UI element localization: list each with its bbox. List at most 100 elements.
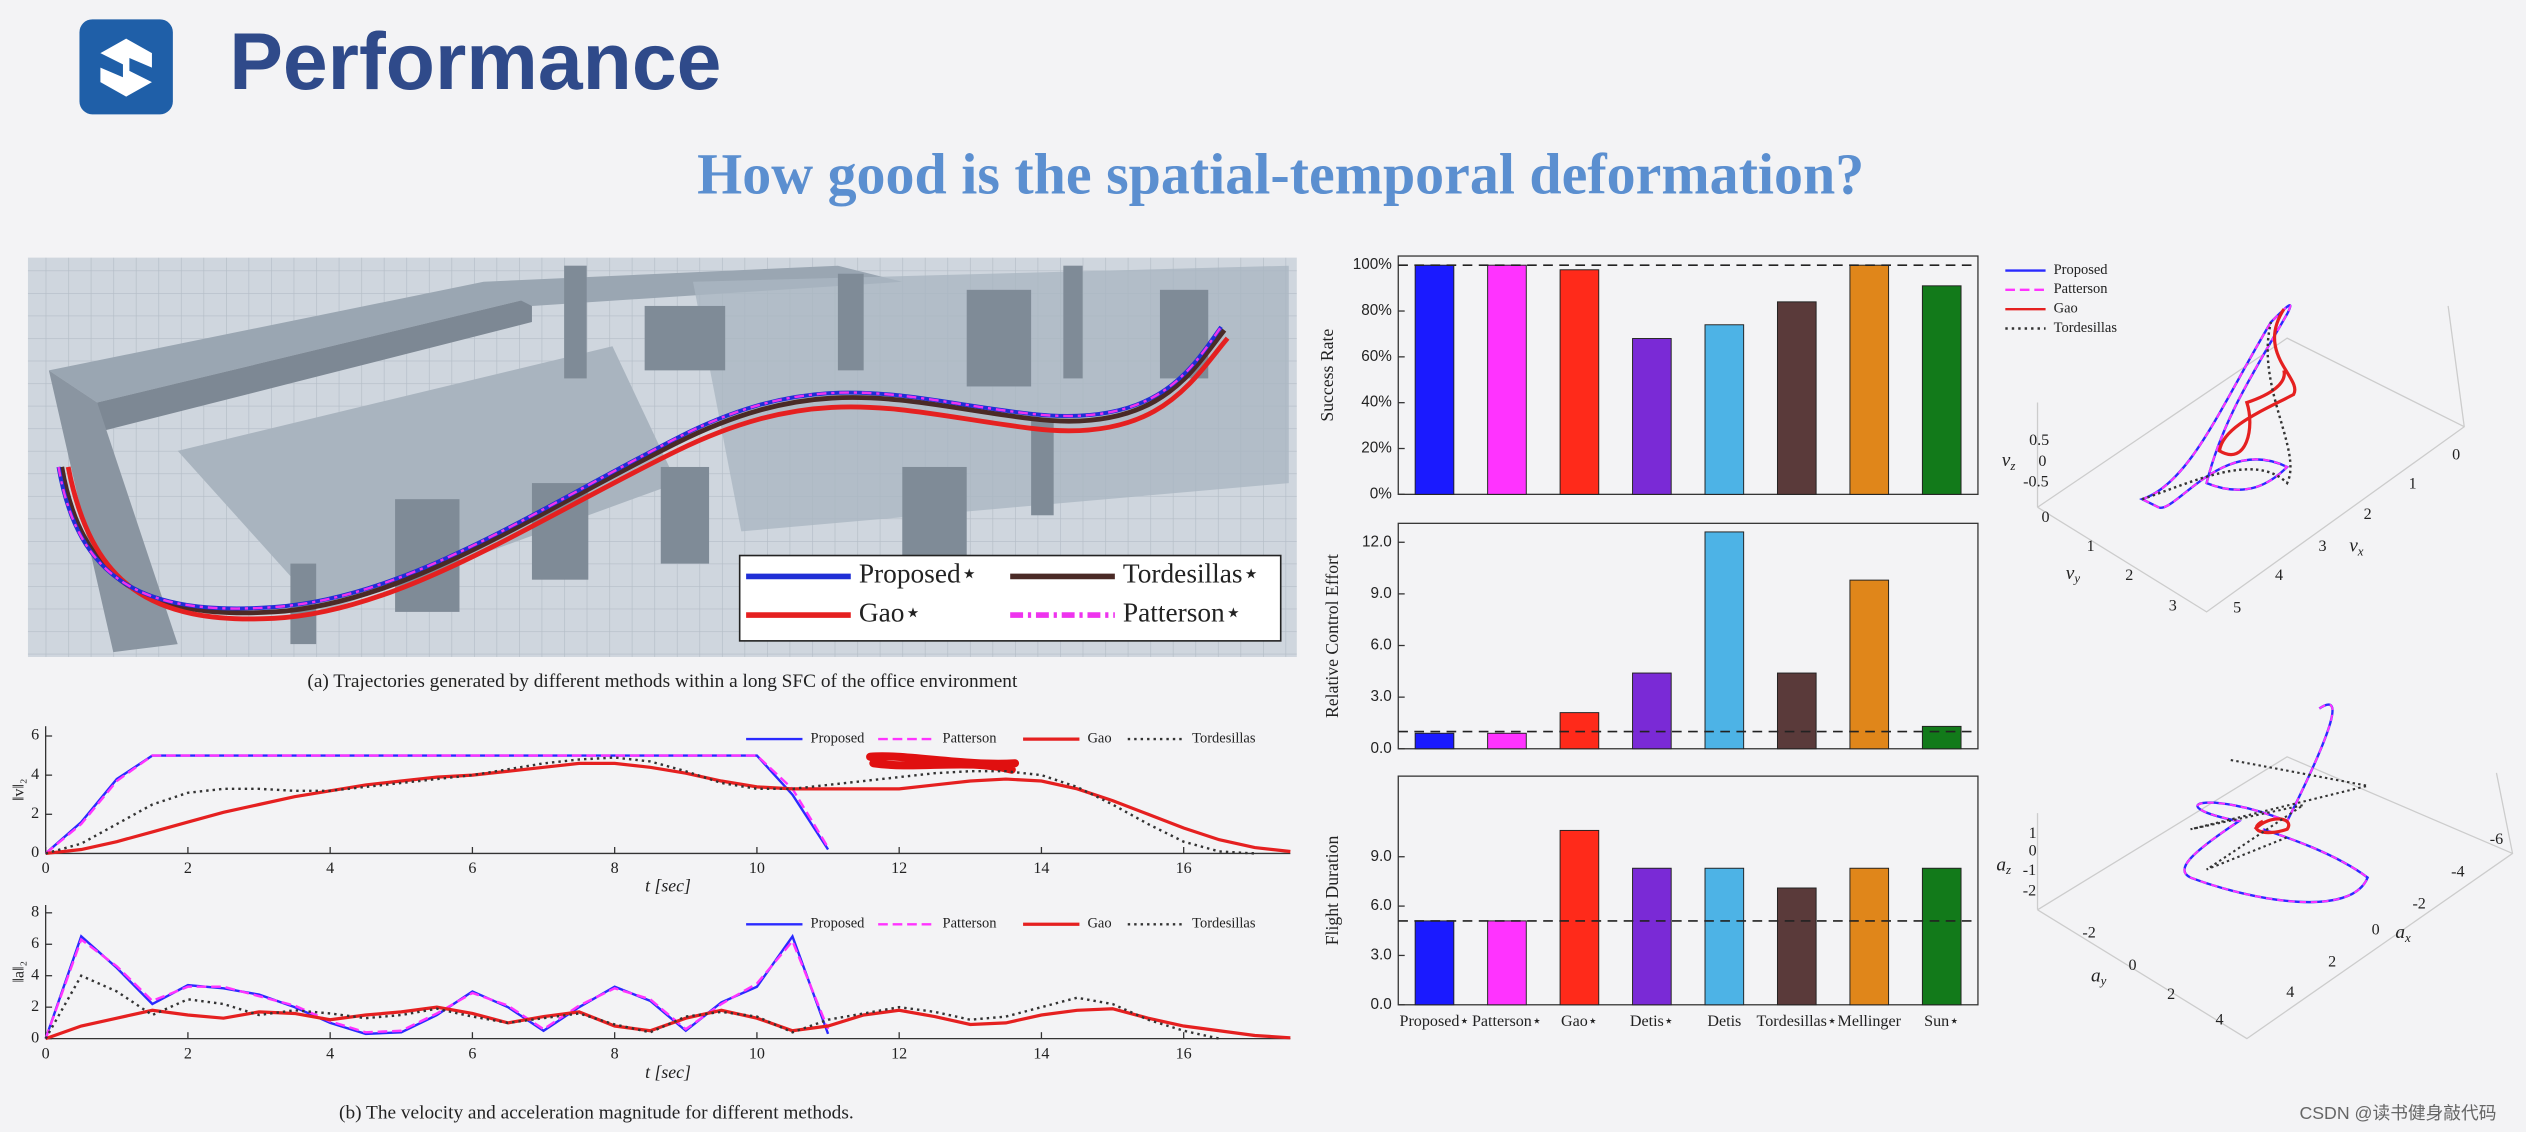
x-tick-label: 12 <box>891 860 907 877</box>
bar <box>1704 531 1745 750</box>
tick-label: -2 <box>2412 896 2425 913</box>
bar <box>1487 732 1527 750</box>
y-tick-label: 100% <box>1353 256 1392 273</box>
x-axis-label: t [sec] <box>645 875 691 895</box>
tick-label: 0 <box>2029 843 2037 860</box>
x-tick-label: Detis⋆ <box>1630 1013 1674 1030</box>
plot-3d-acceleration <box>2036 703 2514 1040</box>
axis-label-subscript: y <box>2072 572 2080 586</box>
x-tick-label: Mellinger <box>1838 1013 1902 1030</box>
bar <box>1487 264 1527 495</box>
y-tick-label: 12.0 <box>1362 533 1392 550</box>
axis-label-symbol: a <box>2395 922 2405 943</box>
bar <box>1849 867 1890 1006</box>
x-tick-label: 4 <box>326 1045 334 1062</box>
bar <box>1776 887 1817 1006</box>
axis-label: vz <box>2002 451 2016 473</box>
legend-label: Tordesillas <box>2054 320 2118 336</box>
y-tick-label: 0.0 <box>1371 996 1392 1013</box>
x-tick-label: 2 <box>184 1045 192 1062</box>
bar <box>1849 579 1890 750</box>
legend-label: Tordesillas <box>1192 730 1256 746</box>
y-axis-label: Flight Duration <box>1322 835 1342 945</box>
y-tick-label: 3.0 <box>1371 946 1392 963</box>
series-line <box>44 974 1220 1040</box>
y-tick-label: 4 <box>31 766 39 783</box>
legend-label: Patterson⋆ <box>1123 597 1242 627</box>
x-tick-label: 14 <box>1033 860 1049 877</box>
bar <box>1849 264 1890 495</box>
x-tick-label: 6 <box>468 1045 476 1062</box>
x-tick-label: 8 <box>611 1045 619 1062</box>
axis-label-symbol: v <box>2002 451 2011 472</box>
axis-label-symbol: a <box>2091 966 2101 987</box>
bar <box>1776 301 1817 495</box>
tick-label: 0 <box>2038 453 2046 470</box>
plot-frame <box>1397 522 1979 750</box>
axis-label: az <box>1996 855 2011 877</box>
x-axis-label: t [sec] <box>645 1062 691 1082</box>
bar <box>1414 264 1455 495</box>
bar <box>1414 732 1455 750</box>
y-tick-label: 0 <box>31 844 39 861</box>
plot-3d-velocity <box>2036 304 2465 613</box>
logo <box>79 19 173 115</box>
axis-label-symbol: a <box>1996 855 2006 876</box>
axis-label-symbol: v <box>2066 563 2075 584</box>
y-axis-label: ‖a‖₂ <box>11 961 28 983</box>
x-tick-label: 0 <box>42 860 50 877</box>
x-tick-label: 6 <box>468 860 476 877</box>
y-tick-label: 6.0 <box>1371 897 1392 914</box>
bar <box>1559 712 1600 750</box>
legend-label: Proposed <box>811 916 866 932</box>
bar <box>1559 269 1600 495</box>
axis-label: vx <box>2349 536 2364 558</box>
bar <box>1414 920 1455 1006</box>
y-tick-label: 4 <box>31 966 39 983</box>
legend-label: Gao <box>2054 300 2078 316</box>
tick-label: -0.5 <box>2023 474 2048 491</box>
y-tick-label: 3.0 <box>1371 688 1392 705</box>
watermark: CSDN @读书健身敲代码 <box>2299 1103 2496 1123</box>
bar <box>1704 867 1745 1006</box>
series-line <box>45 761 1291 856</box>
scene-render <box>27 257 1297 657</box>
y-tick-label: 40% <box>1361 394 1392 411</box>
x-tick-label: 8 <box>611 860 619 877</box>
y-tick-label: 2 <box>31 805 39 822</box>
y-tick-label: 0 <box>31 1029 39 1046</box>
tick-label: -6 <box>2490 831 2503 848</box>
x-tick-label: 16 <box>1176 860 1192 877</box>
tick-label: 2 <box>2125 567 2133 584</box>
scribble <box>866 752 1020 774</box>
tick-label: 0 <box>2452 446 2460 463</box>
legend-label: Tordesillas <box>1192 916 1256 932</box>
legend-label: Patterson <box>2054 281 2109 297</box>
tick-label: -1 <box>2023 862 2036 879</box>
y-tick-label: 2 <box>31 998 39 1015</box>
axis-label: ax <box>2395 922 2411 944</box>
series-line <box>45 756 1255 855</box>
tick-label: 3 <box>2319 538 2327 555</box>
tick-label: 0 <box>2129 957 2137 974</box>
y-tick-label: 0.0 <box>1371 740 1392 757</box>
y-tick-label: 6.0 <box>1371 637 1392 654</box>
axis-label-subscript: z <box>2009 459 2015 473</box>
legend-label: Gao⋆ <box>859 597 922 627</box>
x-tick-label: 2 <box>184 860 192 877</box>
bar <box>1632 867 1672 1006</box>
bar <box>1921 725 1962 750</box>
legend-label: Proposed <box>811 730 866 746</box>
series-line <box>44 937 830 1040</box>
legend-label: Patterson <box>943 730 998 746</box>
caption-a: (a) Trajectories generated by different … <box>307 671 1018 692</box>
bar <box>1921 285 1962 495</box>
legend-box <box>738 554 1282 642</box>
tick-label: 2 <box>2167 986 2175 1003</box>
axis-label: vy <box>2066 563 2081 585</box>
bar <box>1776 672 1817 750</box>
legend-label: Proposed⋆ <box>859 559 978 589</box>
y-axis-label: Success Rate <box>1317 329 1337 422</box>
